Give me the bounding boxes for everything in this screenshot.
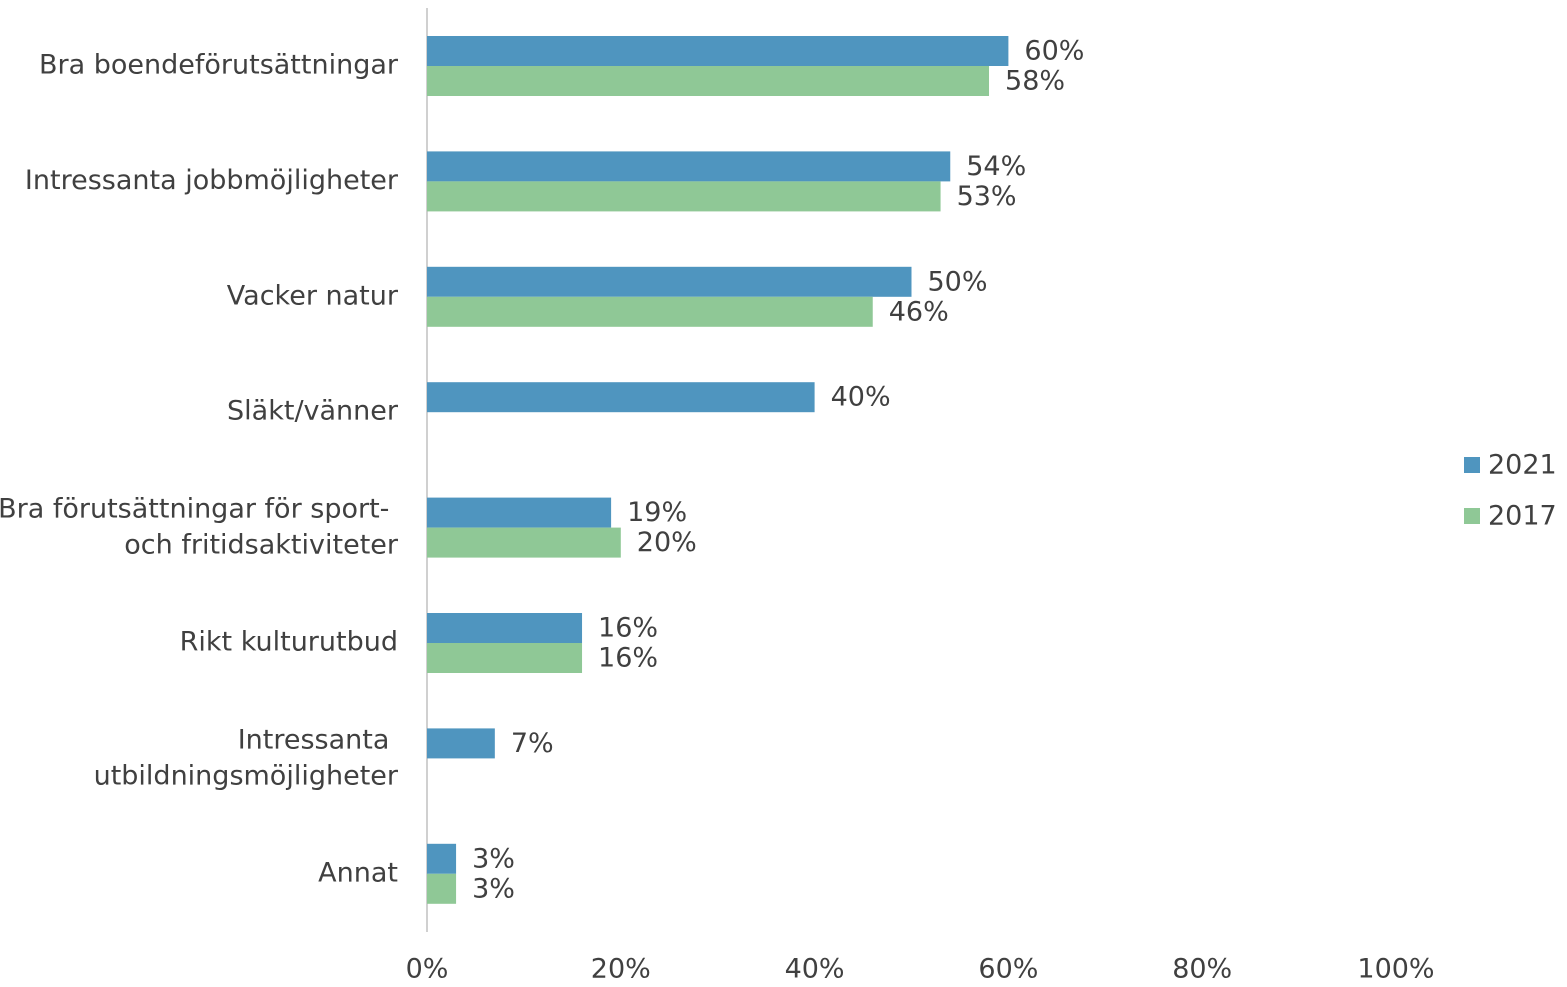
bar — [427, 66, 990, 96]
bar — [427, 843, 457, 874]
legend-label: 2017 — [1488, 501, 1557, 532]
bar — [427, 497, 612, 528]
bar — [427, 613, 583, 643]
bar — [427, 527, 621, 558]
value-label: 7% — [511, 728, 554, 759]
category-label: Släkt/vänner — [227, 396, 399, 427]
x-tick-label: 80% — [1172, 954, 1232, 984]
value-label: 3% — [472, 873, 515, 904]
bar — [427, 266, 912, 297]
bar — [427, 36, 1009, 66]
category-label: Intressanta jobbmöjligheter — [25, 165, 399, 196]
x-tick-label: 20% — [591, 954, 651, 984]
value-label: 16% — [598, 613, 658, 644]
bar — [427, 643, 583, 673]
bar — [427, 728, 495, 759]
value-label: 3% — [472, 843, 515, 874]
bar — [427, 151, 951, 182]
value-label: 50% — [928, 266, 988, 297]
x-tick-label: 100% — [1357, 954, 1434, 984]
x-tick-label: 40% — [785, 954, 845, 984]
value-label: 20% — [637, 527, 697, 558]
legend-swatch — [1464, 508, 1480, 524]
category-label: Intressanta utbildningsmöjligheter — [94, 724, 399, 791]
value-label: 58% — [1005, 66, 1065, 97]
category-label: Annat — [318, 857, 398, 888]
bar — [427, 382, 815, 413]
bar — [427, 296, 873, 327]
x-tick-label: 0% — [406, 954, 449, 984]
category-label: Bra förutsättningar för sport- och friti… — [0, 493, 399, 560]
value-label: 54% — [966, 151, 1026, 182]
bar — [427, 181, 941, 212]
category-label: Bra boendeförutsättningar — [39, 50, 399, 81]
value-label: 16% — [598, 643, 658, 674]
bar — [427, 873, 457, 904]
category-label: Rikt kulturutbud — [180, 627, 398, 658]
legend-swatch — [1464, 457, 1480, 473]
category-label: Vacker natur — [227, 280, 399, 311]
value-label: 40% — [831, 382, 891, 413]
value-label: 53% — [957, 181, 1017, 212]
x-tick-label: 60% — [978, 954, 1038, 984]
legend-label: 2021 — [1488, 450, 1557, 481]
value-label: 46% — [889, 296, 949, 327]
value-label: 19% — [627, 497, 687, 528]
value-label: 60% — [1024, 36, 1084, 67]
